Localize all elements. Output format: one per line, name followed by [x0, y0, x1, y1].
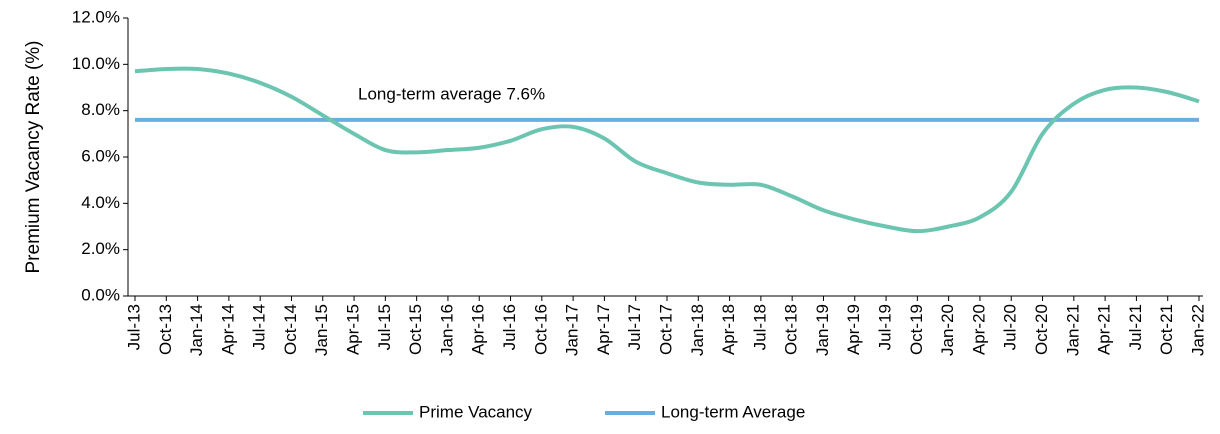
x-tick-label: Apr-17 [594, 304, 613, 355]
x-tick-label: Apr-15 [344, 304, 363, 355]
x-tick-label: Jul-16 [500, 304, 519, 350]
y-tick-label: 4.0% [81, 193, 120, 212]
x-tick-label: Jan-22 [1188, 304, 1207, 356]
x-tick-label: Jul-13 [124, 304, 143, 350]
x-tick-label: Jan-19 [813, 304, 832, 356]
y-tick-label: 10.0% [72, 54, 120, 73]
x-tick-label: Jan-16 [437, 304, 456, 356]
x-tick-label: Oct-18 [782, 304, 801, 355]
x-tick-label: Apr-19 [844, 304, 863, 355]
y-axis-label: Premium Vacancy Rate (%) [23, 41, 44, 274]
y-tick-label: 12.0% [72, 7, 120, 26]
x-tick-label: Oct-21 [1157, 304, 1176, 355]
series-line [134, 66, 1200, 234]
x-tick-label: Oct-20 [1032, 304, 1051, 355]
x-tick-label: Jul-14 [250, 304, 269, 350]
x-tick-label: Apr-18 [719, 304, 738, 355]
x-tick-label: Oct-15 [406, 304, 425, 355]
x-tick-label: Apr-16 [469, 304, 488, 355]
y-tick-label: 0.0% [81, 285, 120, 304]
x-tick-label: Jan-21 [1063, 304, 1082, 356]
x-tick-label: Jan-20 [938, 304, 957, 356]
x-tick-label: Jul-15 [375, 304, 394, 350]
y-tick-label: 6.0% [81, 146, 120, 165]
x-tick-label: Apr-20 [969, 304, 988, 355]
x-tick-label: Oct-14 [281, 304, 300, 355]
x-tick-label: Jan-17 [563, 304, 582, 356]
x-tick-label: Jul-18 [750, 304, 769, 350]
x-tick-label: Jul-20 [1001, 304, 1020, 350]
x-tick-label: Jul-17 [625, 304, 644, 350]
x-tick-label: Oct-16 [531, 304, 550, 355]
x-tick-label: Oct-17 [656, 304, 675, 355]
x-tick-label: Jan-14 [187, 304, 206, 356]
x-tick-label: Oct-19 [907, 304, 926, 355]
y-tick-label: 2.0% [81, 239, 120, 258]
x-tick-label: Apr-14 [218, 304, 237, 355]
x-tick-label: Apr-21 [1095, 304, 1114, 355]
x-tick-label: Jan-18 [688, 304, 707, 356]
x-tick-label: Jul-19 [876, 304, 895, 350]
x-tick-label: Jan-15 [312, 304, 331, 356]
y-tick-label: 8.0% [81, 100, 120, 119]
legend-label: Prime Vacancy [419, 402, 533, 421]
x-tick-label: Jul-21 [1126, 304, 1145, 350]
legend-label: Long-term Average [661, 402, 805, 421]
x-tick-label: Oct-13 [156, 304, 175, 355]
annotation: Long-term average 7.6% [358, 84, 545, 103]
